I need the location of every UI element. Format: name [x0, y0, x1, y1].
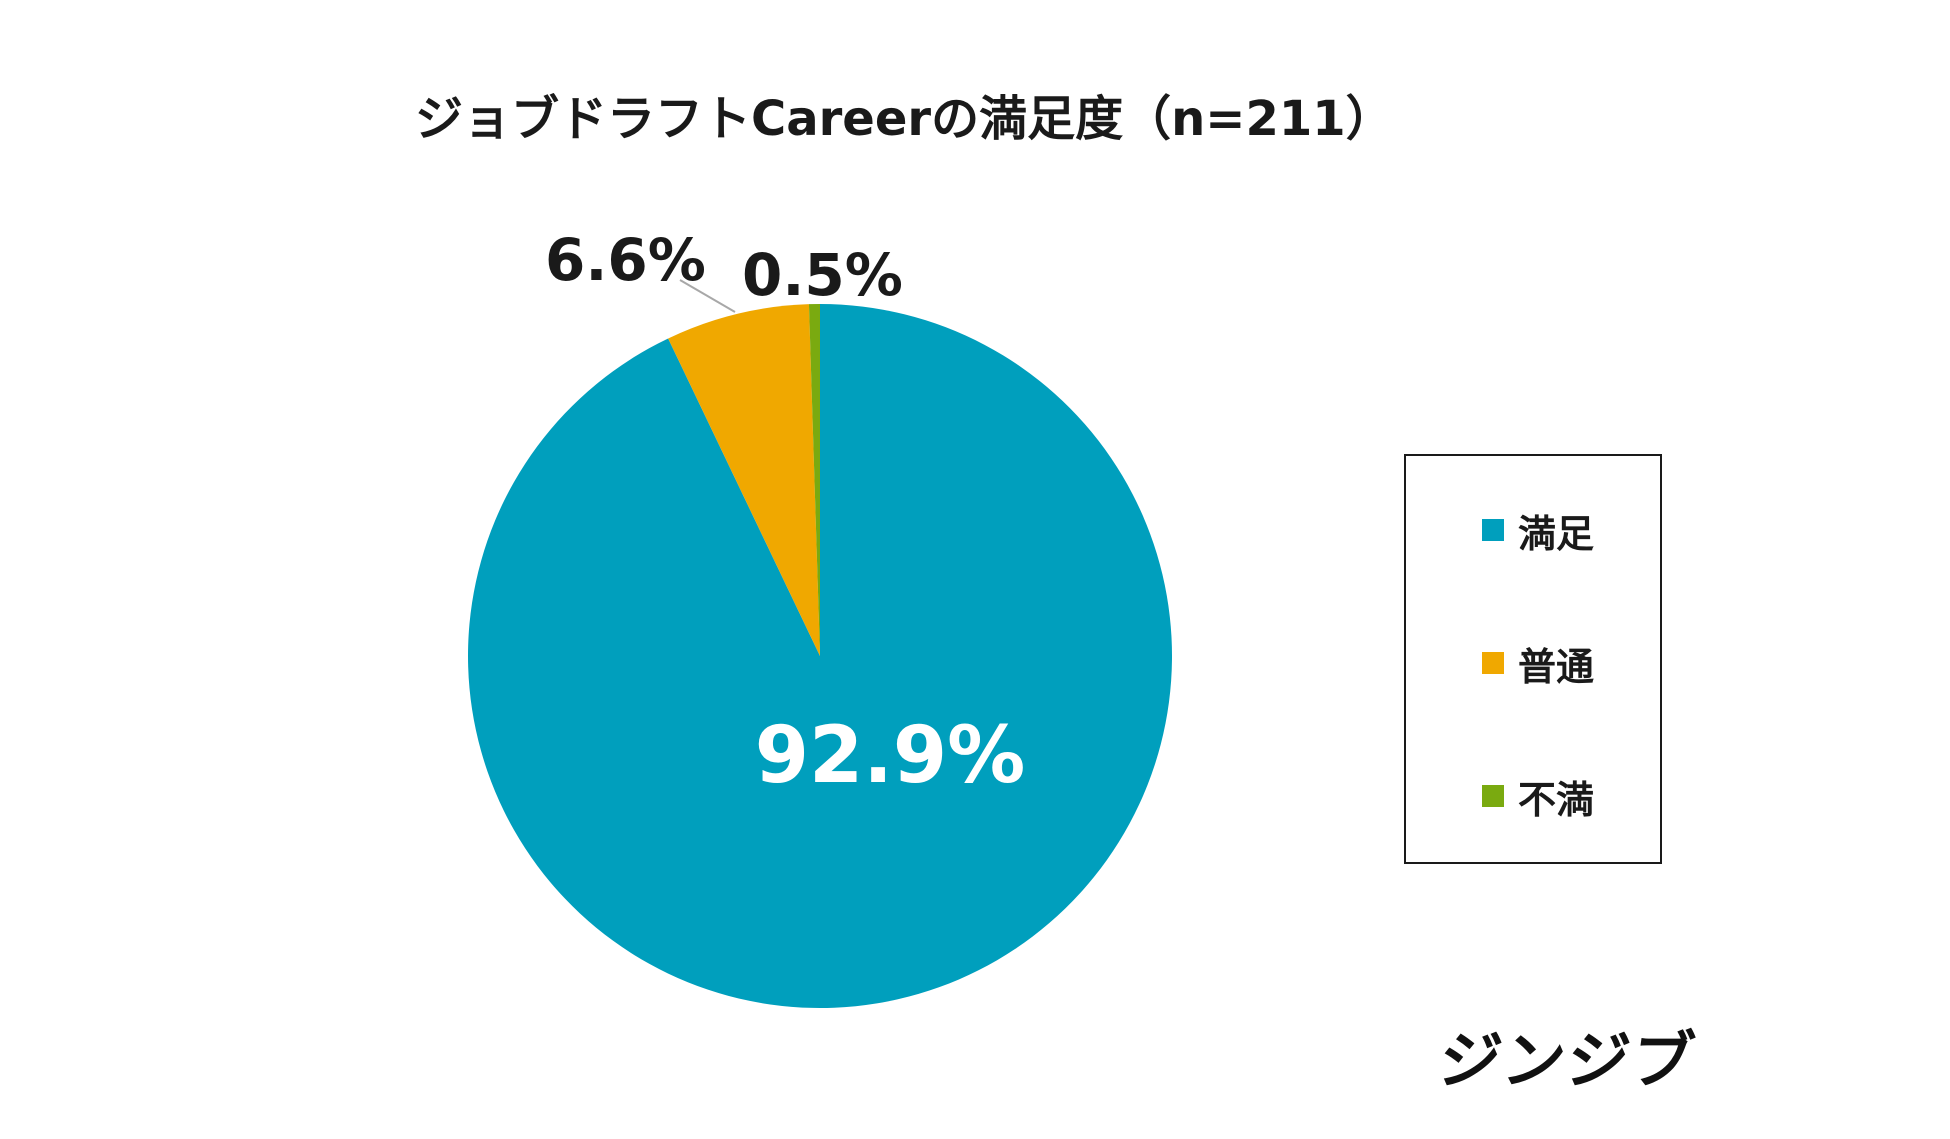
data-label-slice-1: 92.9%	[755, 711, 1026, 801]
legend-label-neutral: 普通	[1518, 644, 1595, 689]
legend-label-dissatisfied: 不満	[1518, 777, 1595, 822]
pie-slice-3	[808, 304, 820, 656]
legend-swatch-neutral	[1482, 652, 1504, 674]
data-label-slice-3: 0.5%	[742, 241, 903, 309]
leader-line-slice-2	[679, 279, 736, 313]
legend-swatch-dissatisfied	[1482, 785, 1504, 807]
legend-item-satisfied: 満足	[1482, 506, 1594, 556]
data-label-slice-2: 6.6%	[545, 226, 706, 294]
pie-slice-1	[468, 304, 1173, 1008]
legend-item-dissatisfied: 不満	[1482, 772, 1594, 822]
legend: 満足 普通 不満	[1404, 454, 1662, 864]
brand-logo: ジンジブ	[1434, 1024, 1701, 1097]
pie-slices	[468, 304, 1173, 1008]
chart-title: ジョブドラフトCareerの満足度（n=211）	[415, 91, 1394, 147]
legend-label-satisfied: 満足	[1518, 511, 1595, 556]
pie-slice-2	[668, 304, 820, 656]
legend-swatch-satisfied	[1482, 519, 1504, 541]
legend-item-neutral: 普通	[1482, 639, 1594, 689]
